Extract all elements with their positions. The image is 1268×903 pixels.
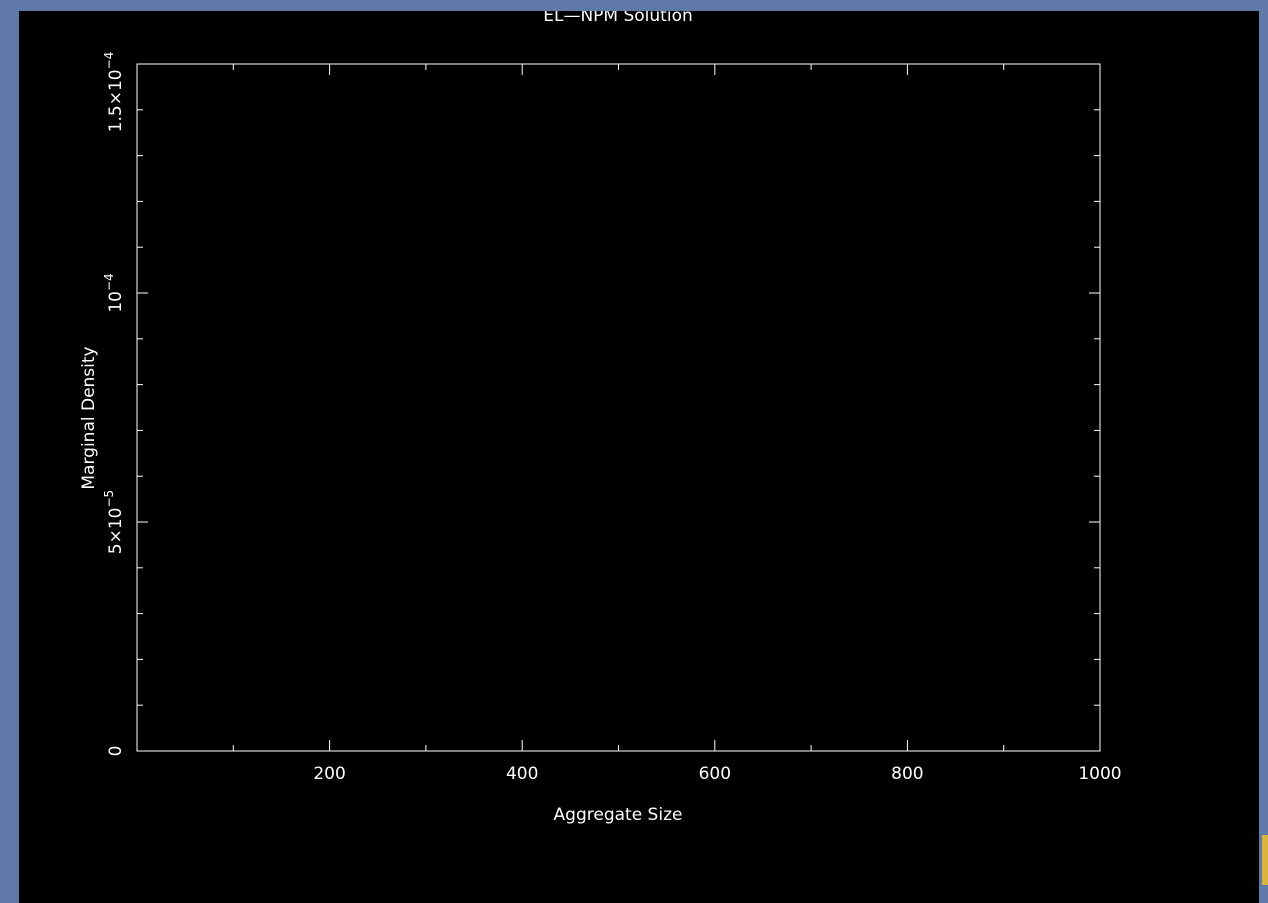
y-tick-label: 1.5×10−4 bbox=[102, 52, 126, 133]
desktop-edge-accent bbox=[1262, 835, 1268, 885]
desktop-edge bbox=[1259, 0, 1268, 903]
x-axis-label: Aggregate Size bbox=[554, 805, 683, 825]
x-axis-tick-labels: 200 400 600 800 1000 bbox=[313, 764, 1121, 784]
y-tick-label: 5×10−5 bbox=[102, 490, 126, 554]
x-tick-label: 200 bbox=[313, 764, 345, 784]
chart-canvas: EL—NPM Solution 200 400 600 800 1000 0 5×10−5… bbox=[79, 11, 1122, 825]
plot-window: EL—NPM Solution 200 400 600 800 1000 0 5×10−5… bbox=[19, 11, 1259, 903]
y-axis-label: Marginal Density bbox=[79, 346, 99, 489]
x-tick-label: 400 bbox=[506, 764, 538, 784]
x-tick-label: 1000 bbox=[1078, 764, 1121, 784]
x-tick-label: 600 bbox=[699, 764, 731, 784]
x-axis-ticks bbox=[232, 64, 1101, 751]
y-tick-label: 10−4 bbox=[102, 273, 126, 312]
chart-title: EL—NPM Solution bbox=[543, 11, 693, 26]
x-tick-label: 800 bbox=[891, 764, 923, 784]
y-tick-label: 0 bbox=[106, 746, 126, 757]
y-axis-ticks bbox=[137, 109, 1100, 706]
plot-area-frame bbox=[136, 63, 1101, 752]
y-axis-tick-labels: 0 5×10−5 10−4 1.5×10−4 bbox=[102, 52, 126, 757]
